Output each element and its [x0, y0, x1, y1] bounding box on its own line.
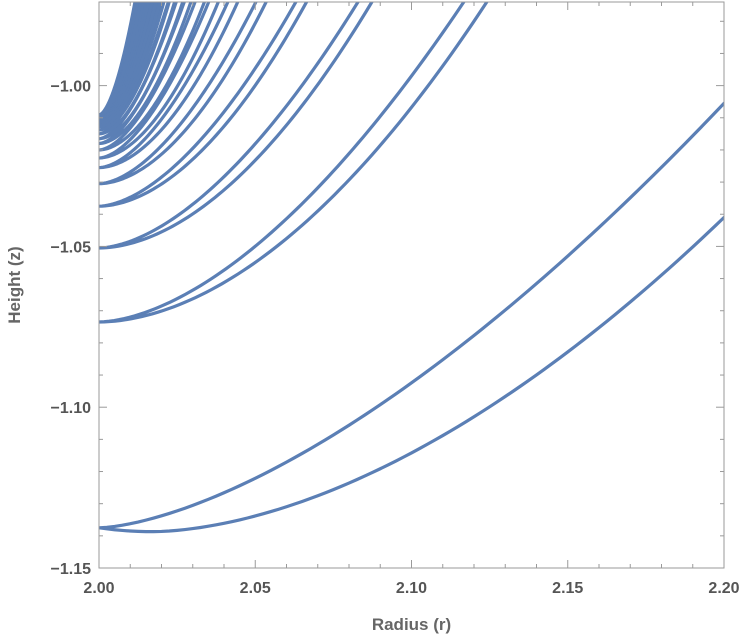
- tick-labels-layer: 2.00 2.05 2.10 2.15 2.20 −1.15 −1.10 −1.05 −1.00: [51, 79, 740, 597]
- x-tick-label: 2.00: [83, 580, 114, 597]
- ticks-layer: [98, 2, 725, 569]
- x-tick-label: 2.05: [240, 580, 271, 597]
- trajectory-curve-20: [99, 2, 143, 117]
- x-tick-label: 2.15: [552, 580, 583, 597]
- trajectory-curve-3: [99, 2, 374, 250]
- trajectory-curve-19: [99, 2, 145, 118]
- y-tick-label: −1.10: [51, 400, 92, 417]
- y-tick-label: −1.00: [51, 79, 92, 96]
- trajectory-curve-6: [99, 2, 240, 170]
- trajectory-curve-5: [99, 2, 268, 186]
- trajectory-curve-1: [99, 101, 724, 534]
- x-axis-title: Radius (r): [372, 615, 451, 634]
- curves-layer: [99, 2, 724, 534]
- x-tick-label: 2.10: [396, 580, 427, 597]
- x-tick-label: 2.20: [708, 580, 739, 597]
- y-tick-label: −1.15: [51, 561, 92, 578]
- y-axis-title: Height (z): [5, 246, 24, 323]
- trajectory-curve-4: [99, 2, 309, 208]
- y-tick-label: −1.05: [51, 239, 92, 256]
- trajectory-curve-2: [99, 2, 489, 324]
- trajectory-curve-7: [99, 2, 221, 160]
- trajectory-curve-8: [99, 2, 207, 152]
